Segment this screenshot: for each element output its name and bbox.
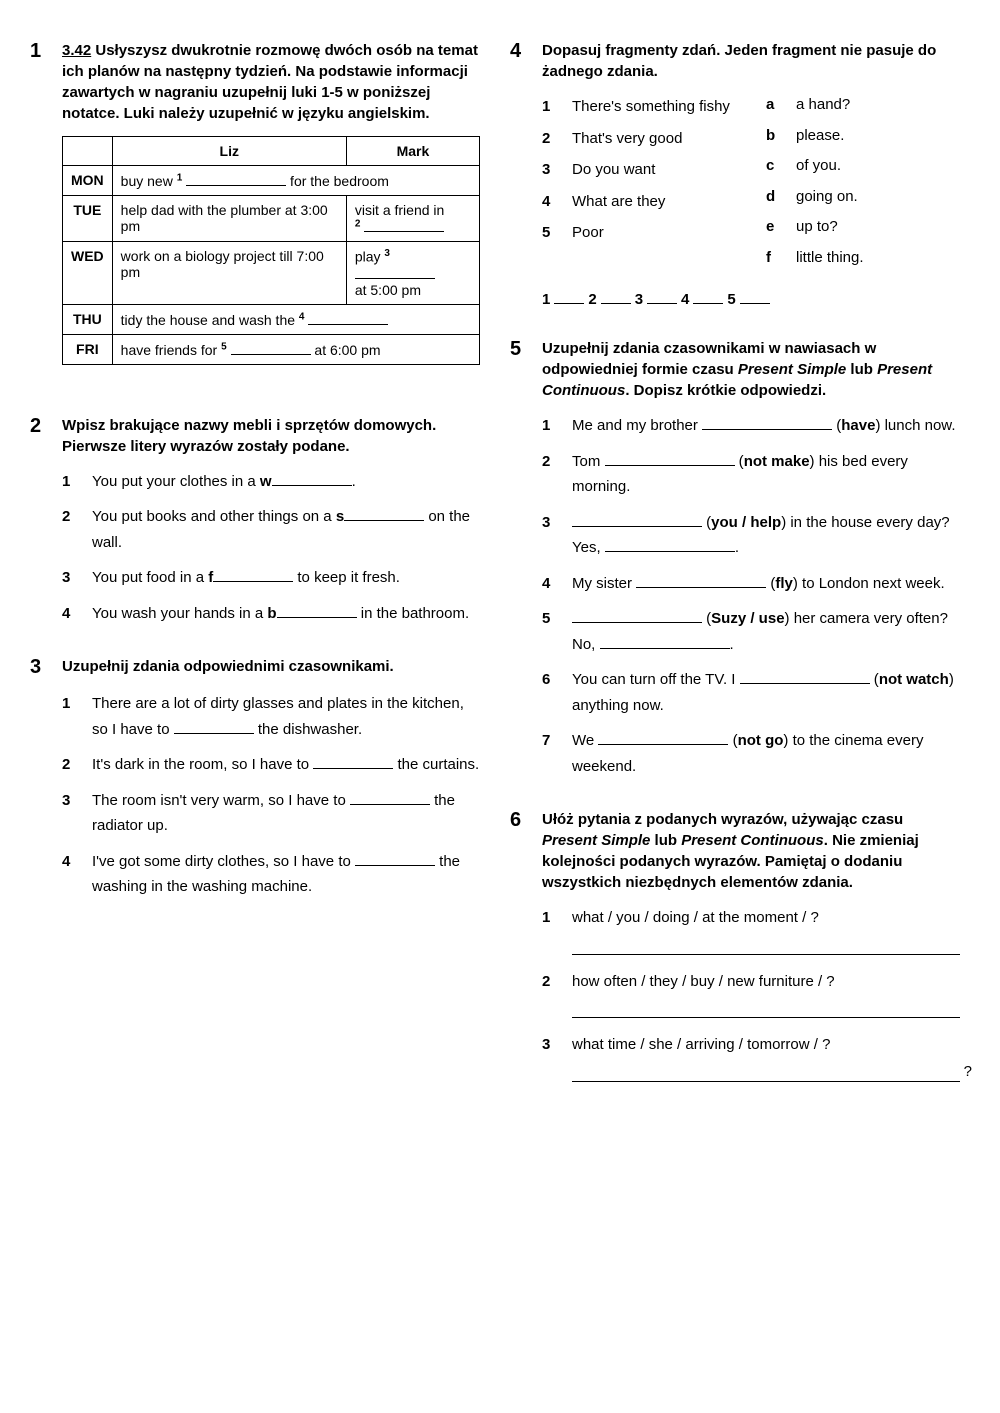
list-item: cof you. [766, 155, 960, 178]
list-item: The room isn't very warm, so I have to t… [62, 788, 480, 839]
exercise-3: 3 Uzupełnij zdania odpowiednimi czasowni… [30, 656, 480, 900]
blank-input[interactable] [647, 289, 677, 304]
blank-input[interactable] [313, 754, 393, 769]
exercise-number: 4 [510, 40, 530, 63]
list-item: You wash your hands in a b in the bathro… [62, 601, 480, 627]
table-header: Mark [346, 137, 479, 166]
blank-input[interactable] [186, 172, 286, 186]
list-item: (Suzy / use) her camera very often? No, … [542, 606, 960, 657]
blank-input[interactable] [355, 265, 435, 279]
list-item: 3what time / she / arriving / tomorrow /… [542, 1032, 960, 1082]
exercise-title: Uzupełnij zdania odpowiednimi czasownika… [62, 656, 394, 677]
blank-input[interactable] [231, 341, 311, 355]
table-row: WED work on a biology project till 7:00 … [63, 242, 480, 305]
blank-input[interactable] [740, 289, 770, 304]
blank-input[interactable] [605, 537, 735, 552]
list-item: I've got some dirty clothes, so I have t… [62, 849, 480, 900]
exercise-title: 3.42 Usłyszysz dwukrotnie rozmowę dwóch … [62, 40, 480, 124]
list-item: We (not go) to the cinema every weekend. [542, 728, 960, 779]
blank-input[interactable] [572, 608, 702, 623]
blank-input[interactable] [740, 669, 870, 684]
exercise-5: 5 Uzupełnij zdania czasownikami w nawias… [510, 338, 960, 779]
exercise-title: Uzupełnij zdania czasownikami w nawiasac… [542, 338, 960, 401]
match-right: aa hand? bplease. cof you. dgoing on. eup to… [766, 94, 960, 269]
exercise-number: 6 [510, 809, 530, 832]
list-item: There are a lot of dirty glasses and pla… [62, 691, 480, 742]
exercise-title: Wpisz brakujące nazwy mebli i sprzętów d… [62, 415, 480, 457]
item-list: 1what / you / doing / at the moment / ? 2… [542, 905, 960, 1082]
list-item: You put food in a f to keep it fresh. [62, 565, 480, 591]
list-item: My sister (fly) to London next week. [542, 571, 960, 597]
blank-input[interactable] [174, 719, 254, 734]
blank-input[interactable] [350, 790, 430, 805]
blank-input[interactable] [605, 451, 735, 466]
exercise-number: 1 [30, 40, 50, 63]
answer-line[interactable]: ? [572, 1064, 960, 1082]
exercise-title: Ułóż pytania z podanych wyrazów, używają… [542, 809, 960, 893]
exercise-4: 4 Dopasuj fragmenty zdań. Jeden fragment… [510, 40, 960, 308]
blank-input[interactable] [308, 311, 388, 325]
list-item: You put your clothes in a w. [62, 469, 480, 495]
list-item: What are they [542, 189, 736, 215]
list-item: dgoing on. [766, 186, 960, 209]
list-item: That's very good [542, 126, 736, 152]
blank-input[interactable] [554, 289, 584, 304]
blank-input[interactable] [693, 289, 723, 304]
list-item: flittle thing. [766, 247, 960, 270]
list-item: eup to? [766, 216, 960, 239]
exercise-number: 3 [30, 656, 50, 679]
table-row: MON buy new 1 for the bedroom [63, 166, 480, 196]
blank-input[interactable] [636, 573, 766, 588]
blank-input[interactable] [344, 506, 424, 521]
list-item: Me and my brother (have) lunch now. [542, 413, 960, 439]
list-item: Tom (not make) his bed every morning. [542, 449, 960, 500]
list-item: You can turn off the TV. I (not watch) a… [542, 667, 960, 718]
right-column: 4 Dopasuj fragmenty zdań. Jeden fragment… [510, 40, 960, 1373]
list-item: Do you want [542, 157, 736, 183]
list-item: (you / help) in the house every day? Yes… [542, 510, 960, 561]
exercise-title: Dopasuj fragmenty zdań. Jeden fragment n… [542, 40, 960, 82]
list-item: aa hand? [766, 94, 960, 117]
list-item: 1what / you / doing / at the moment / ? [542, 905, 960, 955]
list-item: bplease. [766, 125, 960, 148]
left-column: 1 3.42 Usłyszysz dwukrotnie rozmowę dwóc… [30, 40, 480, 1373]
blank-input[interactable] [702, 415, 832, 430]
table-row: TUE help dad with the plumber at 3:00 pm… [63, 196, 480, 242]
blank-input[interactable] [272, 471, 352, 486]
answer-line[interactable] [572, 937, 960, 955]
table-row: FRI have friends for 5 at 6:00 pm [63, 334, 480, 364]
table-header: Liz [112, 137, 346, 166]
exercise-1: 1 3.42 Usłyszysz dwukrotnie rozmowę dwóc… [30, 40, 480, 365]
answer-line: 1 2 3 4 5 [542, 289, 960, 308]
list-item: It's dark in the room, so I have to the … [62, 752, 480, 778]
blank-input[interactable] [600, 634, 730, 649]
blank-input[interactable] [355, 851, 435, 866]
table-header [63, 137, 113, 166]
exercise-number: 5 [510, 338, 530, 361]
blank-input[interactable] [364, 218, 444, 232]
list-item: Poor [542, 220, 736, 246]
blank-input[interactable] [572, 512, 702, 527]
match-left: There's something fishy That's very good D… [542, 94, 736, 246]
blank-input[interactable] [277, 603, 357, 618]
exercise-2: 2 Wpisz brakujące nazwy mebli i sprzętów… [30, 415, 480, 627]
table-row: THU tidy the house and wash the 4 [63, 304, 480, 334]
answer-line[interactable] [572, 1000, 960, 1018]
exercise-6: 6 Ułóż pytania z podanych wyrazów, używa… [510, 809, 960, 1082]
item-list: There are a lot of dirty glasses and pla… [62, 691, 480, 900]
item-list: You put your clothes in a w. You put book… [62, 469, 480, 627]
list-item: 2how often / they / buy / new furniture … [542, 969, 960, 1019]
blank-input[interactable] [601, 289, 631, 304]
item-list: Me and my brother (have) lunch now. Tom (… [542, 413, 960, 779]
blank-input[interactable] [598, 730, 728, 745]
list-item: You put books and other things on a s on… [62, 504, 480, 555]
exercise-number: 2 [30, 415, 50, 438]
blank-input[interactable] [213, 567, 293, 582]
schedule-table: Liz Mark MON buy new 1 for the bedroom T… [62, 136, 480, 365]
list-item: There's something fishy [542, 94, 736, 120]
